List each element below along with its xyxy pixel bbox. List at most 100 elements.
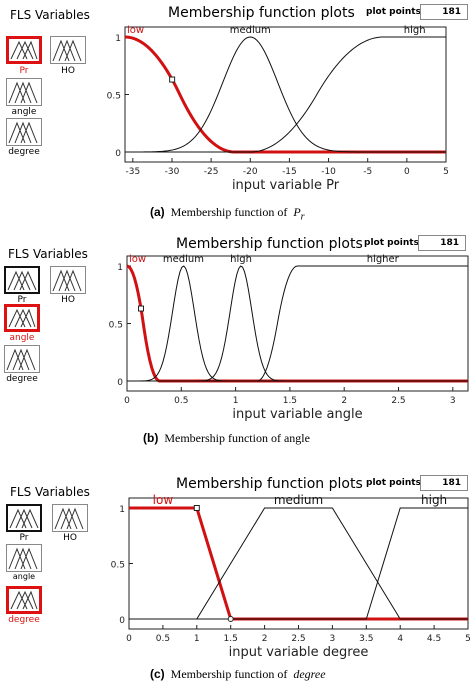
mf-thumbnail-icon	[9, 508, 39, 529]
variable-degree-tile[interactable]	[4, 345, 40, 373]
variable-ho-tile[interactable]	[50, 266, 86, 294]
variable-ho-label: HO	[61, 295, 75, 305]
caption-text: Membership function of	[170, 205, 288, 219]
variable-angle-tile[interactable]	[4, 304, 40, 332]
membership-chart-angle: 0 0.5 1 0 0.5 1 1.5 2 2.5 3 input variable angle lo…	[109, 254, 469, 422]
caption-b: (b) Membership function of angle	[143, 431, 310, 446]
mf-label-low: low	[129, 254, 146, 265]
caption-var: P	[293, 205, 301, 219]
variable-angle-label: angle	[11, 107, 37, 117]
x-tick-label: 5	[443, 167, 449, 177]
curve-marker-handle[interactable]	[138, 305, 145, 312]
variable-ho-tile[interactable]	[50, 36, 86, 64]
caption-text: Membership function of angle	[164, 431, 310, 445]
x-axis-label: input variable degree	[229, 645, 369, 660]
mf-label-high: high	[421, 493, 447, 507]
curve-marker-handle[interactable]	[227, 616, 234, 622]
plot-points-label: plot points	[366, 478, 421, 488]
mf-label-high: high	[404, 25, 426, 36]
variable-degree-label: degree	[6, 374, 38, 384]
plot-points-input[interactable]: 181	[418, 235, 466, 251]
caption-c: (c) Membership function of degree	[150, 667, 326, 682]
x-tick-label: 1.5	[224, 634, 238, 644]
y-tick-label: 0.5	[109, 321, 123, 331]
caption-tag: (b)	[143, 431, 159, 445]
variable-pr-tile[interactable]	[4, 266, 40, 294]
x-tick-label: 2.5	[291, 634, 305, 644]
caption-tag: (a)	[150, 205, 165, 219]
variable-ho-tile[interactable]	[52, 504, 88, 532]
x-tick-label: 3.5	[359, 634, 373, 644]
variable-angle-label: angle	[9, 333, 35, 343]
x-tick-label: 0	[126, 634, 132, 644]
x-tick-label: -15	[282, 167, 297, 177]
mf-thumbnail-icon	[8, 81, 38, 104]
mf-thumbnail-icon	[7, 270, 37, 291]
variable-degree-label: degree	[8, 615, 40, 625]
mf-label-medium: medium	[230, 25, 271, 36]
plot-title: Membership function plots	[176, 236, 363, 252]
variable-pr-label: Pr	[19, 533, 29, 543]
mf-thumbnail-icon	[54, 507, 84, 530]
x-axis-label: input variable Pr	[232, 178, 340, 193]
plot-points-input[interactable]: 181	[420, 4, 468, 20]
mf-thumbnail-icon	[10, 40, 38, 60]
variable-pr-tile[interactable]	[6, 504, 42, 532]
x-axis-label: input variable angle	[232, 407, 362, 422]
variable-degree-tile[interactable]	[6, 118, 42, 146]
mf-curve-high[interactable]	[125, 36, 446, 153]
x-tick-label: 3	[330, 634, 336, 644]
curve-marker-handle[interactable]	[169, 76, 176, 83]
caption-tag: (c)	[150, 667, 165, 681]
mf-thumbnail-icon	[8, 547, 38, 570]
x-tick-label: 2	[262, 634, 268, 644]
caption-a: (a) Membership function of Pr	[150, 205, 305, 222]
caption-sub: r	[300, 211, 305, 223]
mf-label-low: low	[153, 493, 174, 507]
mf-label-medium: medium	[274, 493, 323, 507]
variable-angle-tile[interactable]	[6, 78, 42, 106]
mf-thumbnail-icon	[52, 269, 82, 292]
mf-curve-medium[interactable]	[124, 36, 446, 153]
x-tick-label: 2	[341, 396, 347, 406]
x-tick-label: -5	[363, 167, 372, 177]
curve-marker-handle[interactable]	[193, 505, 200, 511]
variable-pr-tile[interactable]	[6, 36, 42, 64]
mf-curve-high[interactable]	[129, 507, 468, 620]
variable-degree-tile[interactable]	[6, 586, 42, 614]
plot-points-input[interactable]: 181	[420, 475, 468, 491]
mf-label-higher: higher	[367, 254, 400, 265]
plot-area	[128, 497, 469, 630]
variable-angle-tile[interactable]	[6, 544, 42, 572]
mf-curve-higher[interactable]	[127, 265, 468, 382]
mf-label-medium: medium	[163, 254, 204, 265]
mf-label-low: low	[127, 25, 144, 36]
y-tick-label: 0.5	[107, 92, 121, 102]
x-tick-label: 2.5	[391, 396, 405, 406]
x-tick-label: 5	[465, 634, 471, 644]
plot-points-label: plot points	[364, 238, 419, 248]
x-tick-label: 1.5	[283, 396, 297, 406]
x-tick-label: 0	[404, 167, 410, 177]
plot-points-label: plot points	[366, 7, 421, 17]
x-tick-label: -10	[321, 167, 336, 177]
mf-thumbnail-icon	[6, 348, 36, 371]
panel-c: FLS Variables Pr HO angle degree Members…	[0, 464, 474, 687]
mf-thumbnail-icon	[52, 39, 82, 62]
y-tick-label: 0	[119, 616, 125, 626]
variable-degree-label: degree	[8, 147, 40, 157]
fls-variables-label: FLS Variables	[8, 247, 88, 261]
membership-chart-pr: 0 0.5 1 -35 -30 -25 -20 -15 -10 -5 0 5 input variabl…	[107, 25, 449, 193]
membership-chart-degree: 0 0.5 1 0 0.5 1 1.5 2 2.5 3 3.5 4 4.5 5 input variable…	[111, 493, 471, 660]
panel-b: FLS Variables Pr HO angle degree Members…	[0, 232, 474, 457]
variable-pr-label: Pr	[19, 66, 29, 76]
y-tick-label: 0	[117, 378, 123, 388]
plot-title: Membership function plots	[168, 5, 355, 21]
x-tick-label: 0	[124, 396, 130, 406]
x-tick-label: -30	[165, 167, 180, 177]
plot-area	[124, 26, 447, 163]
variable-ho-label: HO	[63, 533, 77, 543]
variable-angle-label: angle	[12, 572, 36, 581]
x-tick-label: 4.5	[427, 634, 441, 644]
mf-thumbnail-icon	[8, 308, 36, 328]
